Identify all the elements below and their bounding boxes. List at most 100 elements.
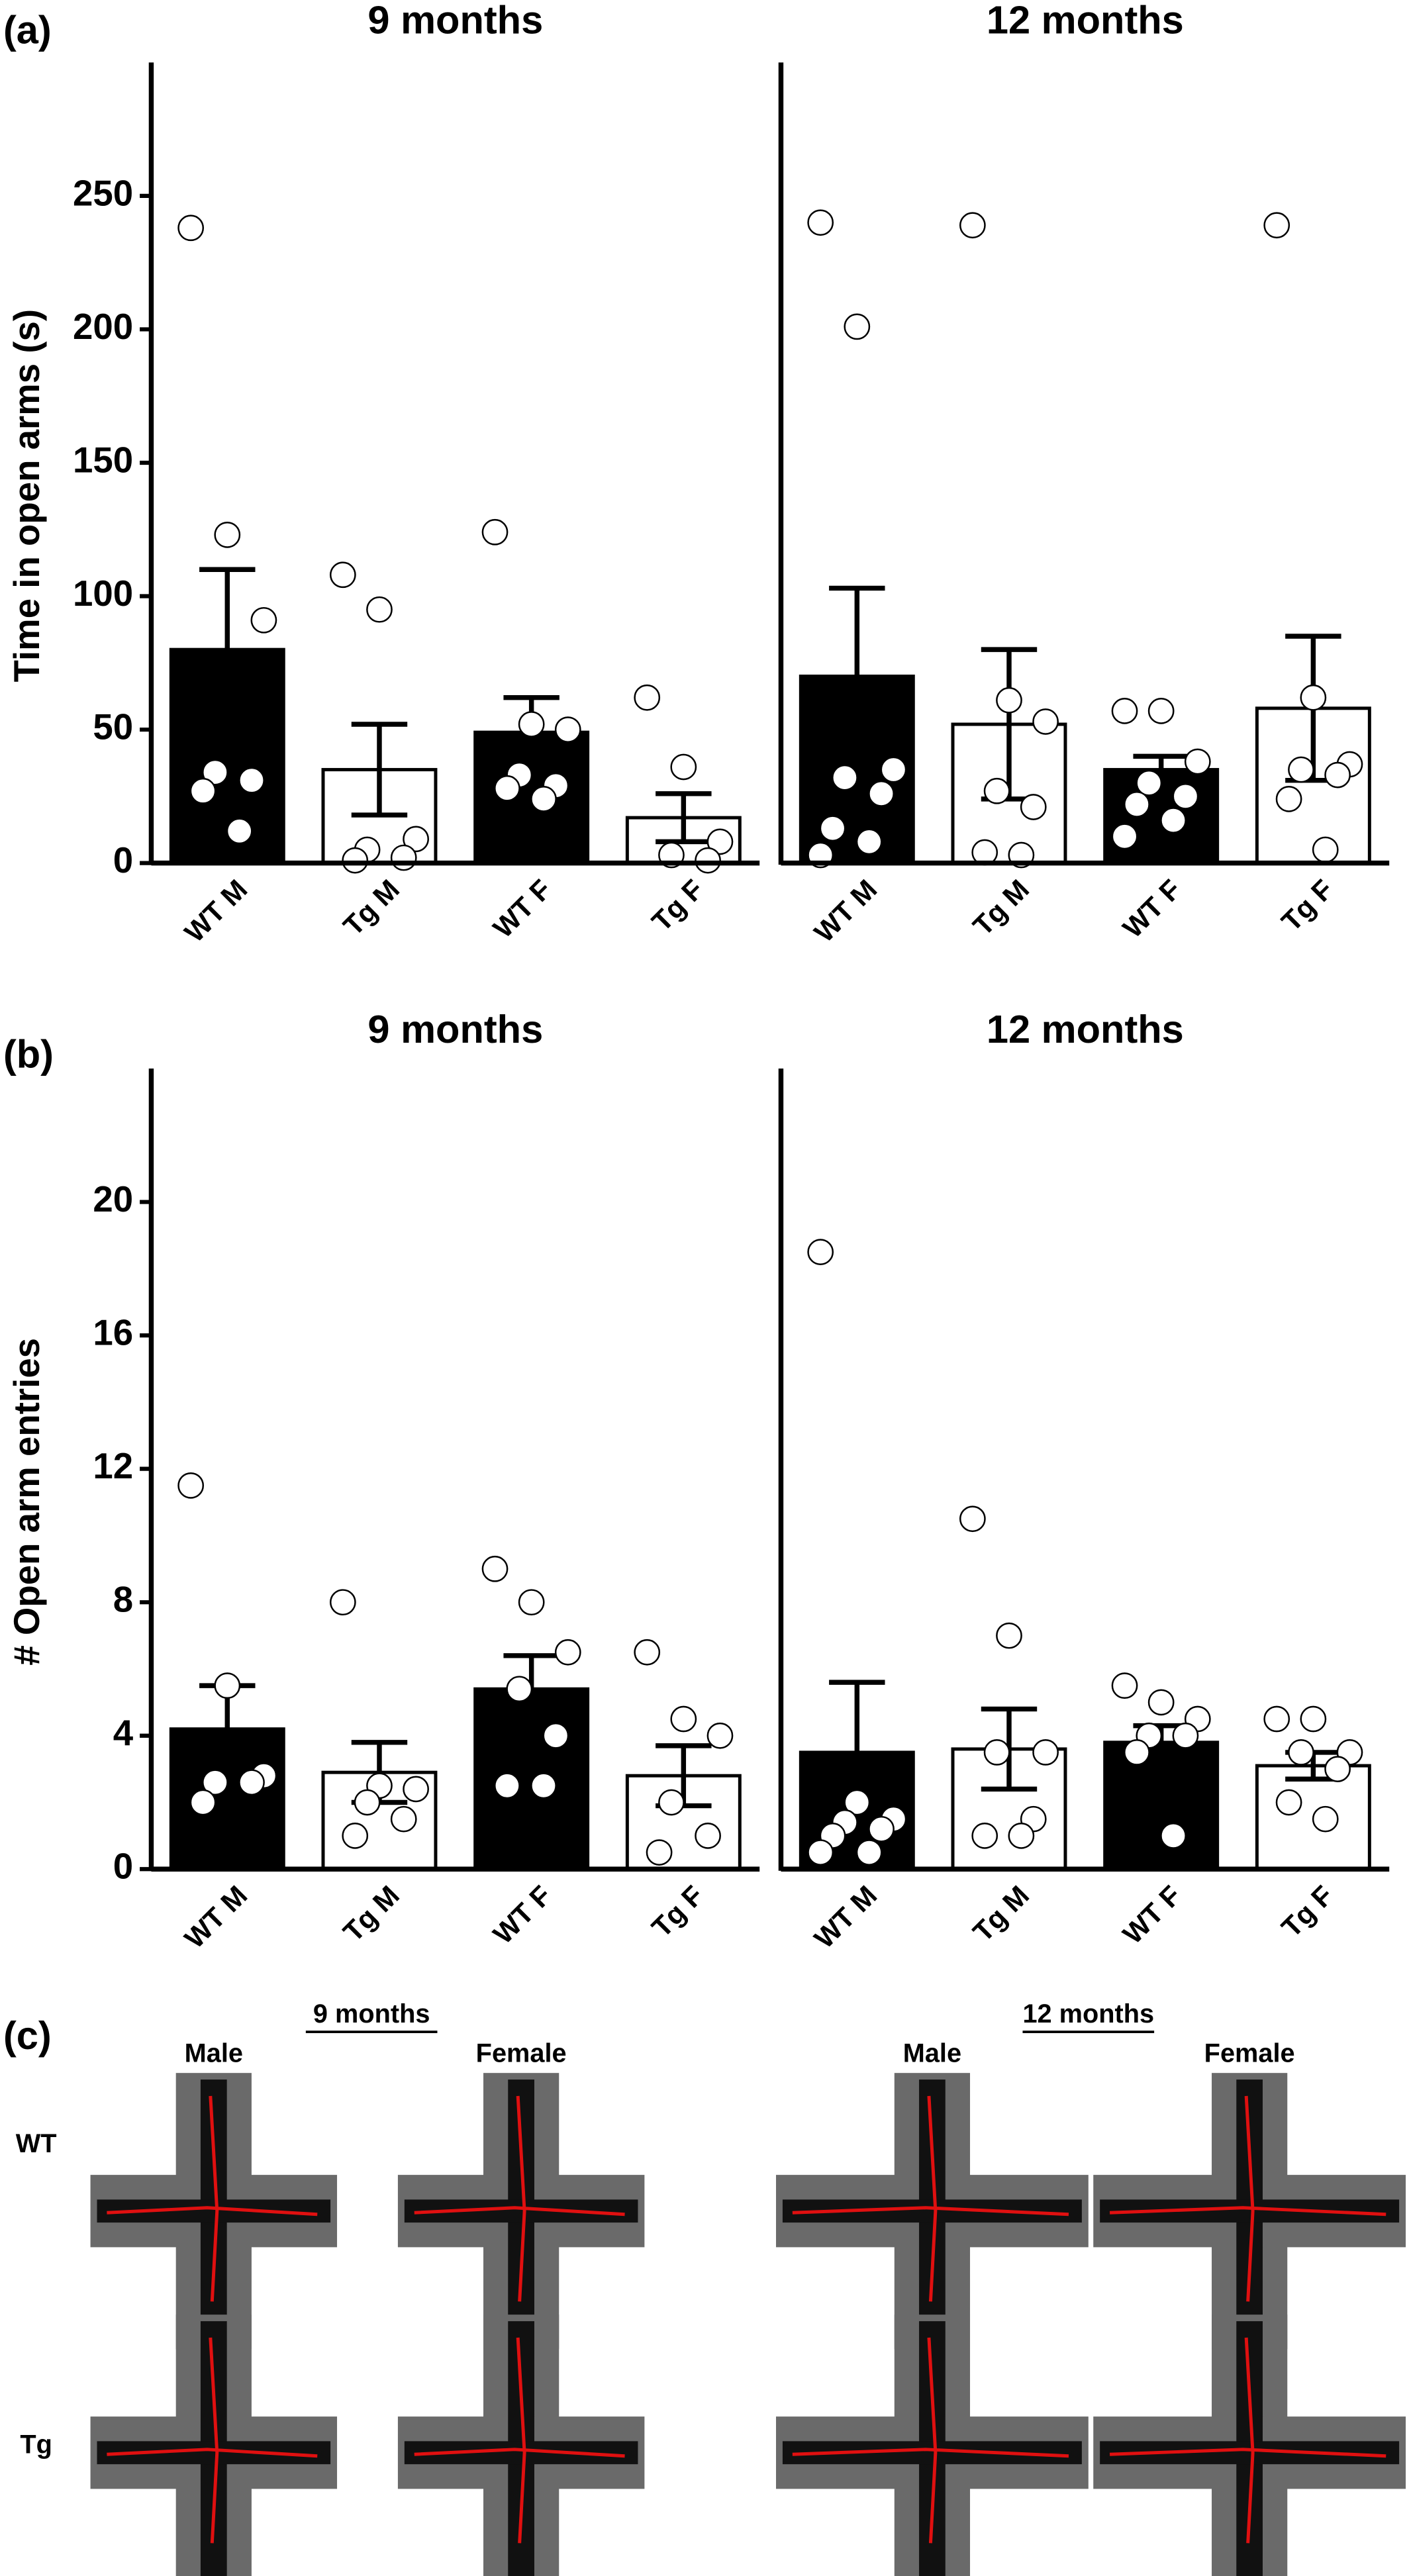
data-point [354,1789,381,1816]
chart-title: 9 months [367,0,543,42]
data-point [1324,761,1351,788]
data-point [1160,1823,1187,1849]
data-point [1172,1722,1199,1749]
chart-title: 12 months [987,0,1184,42]
data-point [189,1789,217,1816]
panel-label: (a) [3,7,52,52]
data-point [1032,708,1059,735]
y-tick-label: 100 [73,573,133,614]
y-tick-label: 20 [93,1179,133,1219]
data-point [177,1472,205,1499]
row-label: WT [16,2129,57,2158]
data-point [1147,1689,1175,1716]
data-point [706,1722,734,1749]
data-point [518,711,545,738]
y-tick-label: 0 [113,840,133,881]
x-tick-label: WT M [179,1880,254,1954]
x-tick-label: WT M [808,873,883,948]
data-point [1111,1672,1138,1699]
x-tick-label: Tg F [1275,1880,1339,1943]
sex-label: Female [1204,2038,1295,2068]
data-point [238,1769,265,1796]
data-point [1288,756,1314,783]
data-point [226,818,253,845]
data-point [390,1805,417,1833]
data-point [342,1823,369,1849]
data-point [646,1839,673,1866]
data-point [868,780,895,807]
track [414,2095,625,2302]
y-tick-label: 12 [93,1446,133,1486]
y-tick-label: 150 [73,440,133,480]
data-point [214,521,241,548]
data-point [996,687,1022,714]
data-point [342,847,369,874]
data-point [1111,823,1138,850]
data-point [494,775,520,802]
x-tick-label: Tg F [646,873,709,937]
data-point [1312,1805,1339,1833]
data-point [1324,1756,1351,1782]
data-point [530,1772,557,1799]
data-point [868,1815,895,1842]
track [1109,2337,1386,2544]
panel-label: (c) [3,2013,52,2058]
data-point [1147,697,1175,724]
maze-photo [90,2314,338,2576]
y-tick-label: 0 [113,1846,133,1887]
data-point [554,716,581,743]
data-point [366,596,393,623]
data-point [670,1705,697,1733]
data-point [1300,684,1327,711]
data-point [959,1505,986,1533]
data-point [494,1772,520,1799]
error-bar [351,722,408,818]
data-point [855,828,883,855]
data-point [1111,697,1138,724]
data-point [1008,1823,1035,1849]
y-tick-label: 50 [93,706,133,747]
data-point [695,847,721,874]
data-point [807,1839,834,1866]
track [1109,2095,1386,2302]
y-axis-label: Time in open arms (s) [7,309,47,682]
sex-label: Female [476,2038,567,2068]
data-point [403,826,429,853]
data-point [390,844,417,871]
track [792,2337,1069,2544]
data-point [1275,1789,1302,1816]
data-point [238,767,265,794]
y-tick-label: 16 [93,1313,133,1353]
panel-label: (b) [3,1031,54,1076]
maze-photo [397,2073,645,2350]
data-point [1263,1705,1290,1733]
data-point [189,777,217,804]
data-point [1124,791,1150,818]
data-point [658,1789,685,1816]
data-point [329,1589,356,1616]
data-point [1263,212,1290,239]
column-title: 12 months [1022,1999,1154,2028]
maze-photo [1093,2314,1406,2576]
data-point [481,1555,509,1582]
data-point [202,1769,228,1796]
maze-photo [90,2073,338,2350]
maze-photo [397,2314,645,2576]
row-label: Tg [20,2430,52,2459]
x-tick-label: Tg F [646,1880,709,1943]
bar [1103,1741,1220,1871]
x-tick-label: WT F [1117,873,1187,943]
y-tick-label: 8 [113,1580,133,1620]
data-point [832,764,858,791]
error-bar [829,585,885,767]
data-point [329,561,356,589]
data-point [855,1839,883,1866]
data-point [1136,769,1163,796]
x-tick-label: WT F [487,873,558,943]
sex-label: Male [903,2038,961,2068]
data-point [983,777,1010,804]
data-point [214,1672,241,1699]
data-point [844,313,871,340]
sex-label: Male [185,2038,243,2068]
